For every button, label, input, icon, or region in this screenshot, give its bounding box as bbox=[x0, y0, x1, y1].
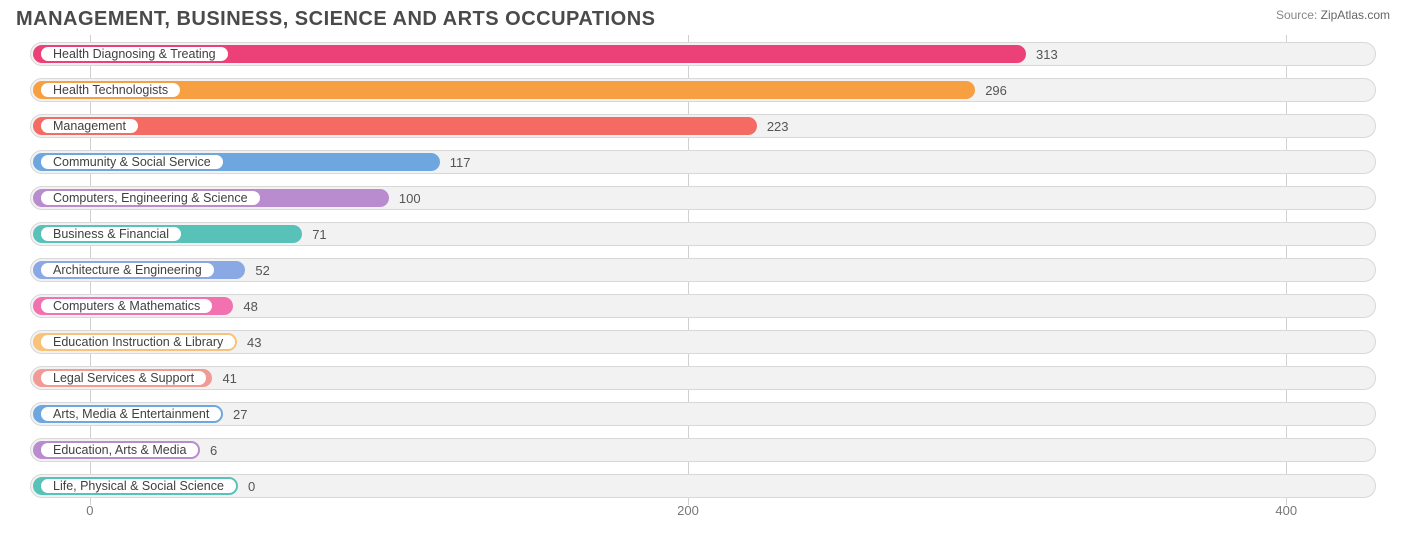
bar-label-pill: Health Technologists bbox=[39, 81, 182, 99]
source-name: ZipAtlas.com bbox=[1321, 8, 1390, 22]
bar-label-pill: Business & Financial bbox=[39, 225, 183, 243]
bar-value: 43 bbox=[247, 327, 261, 357]
bar-value: 41 bbox=[222, 363, 236, 393]
chart-title: MANAGEMENT, BUSINESS, SCIENCE AND ARTS O… bbox=[16, 8, 655, 31]
bar-value: 27 bbox=[233, 399, 247, 429]
bar-value: 0 bbox=[248, 471, 255, 501]
bar-value: 117 bbox=[450, 147, 471, 177]
bar-label-pill: Computers & Mathematics bbox=[39, 297, 214, 315]
bar-row: Life, Physical & Social Science 0 bbox=[30, 471, 1376, 501]
bar-label-pill: Community & Social Service bbox=[39, 153, 225, 171]
bar-value: 100 bbox=[399, 183, 421, 213]
bar bbox=[33, 117, 757, 135]
bar-label-pill: Life, Physical & Social Science bbox=[39, 477, 238, 495]
bar-label-pill: Arts, Media & Entertainment bbox=[39, 405, 223, 423]
bar-value: 48 bbox=[243, 291, 257, 321]
x-tick-label: 0 bbox=[86, 503, 93, 518]
x-tick-label: 200 bbox=[677, 503, 699, 518]
bar-label-pill: Education, Arts & Media bbox=[39, 441, 200, 459]
x-axis: 0 200 400 bbox=[30, 501, 1376, 523]
bar-label-pill: Management bbox=[39, 117, 140, 135]
bar-row: Computers & Mathematics 48 bbox=[30, 291, 1376, 321]
bar-value: 296 bbox=[985, 75, 1007, 105]
bar-row: Community & Social Service 117 bbox=[30, 147, 1376, 177]
bar-value: 313 bbox=[1036, 39, 1058, 69]
bar-value: 52 bbox=[255, 255, 269, 285]
bar-row: Architecture & Engineering 52 bbox=[30, 255, 1376, 285]
bar-row: Management 223 bbox=[30, 111, 1376, 141]
bar-label-pill: Health Diagnosing & Treating bbox=[39, 45, 230, 63]
bar-row: Education Instruction & Library 43 bbox=[30, 327, 1376, 357]
bar-row: Health Diagnosing & Treating 313 bbox=[30, 39, 1376, 69]
bar-row: Legal Services & Support 41 bbox=[30, 363, 1376, 393]
bar-row: Computers, Engineering & Science 100 bbox=[30, 183, 1376, 213]
plot-area: Health Diagnosing & Treating 313 Health Te… bbox=[30, 39, 1376, 501]
bar-row: Arts, Media & Entertainment 27 bbox=[30, 399, 1376, 429]
x-tick-label: 400 bbox=[1275, 503, 1297, 518]
bar-value: 223 bbox=[767, 111, 789, 141]
bar-label-pill: Computers, Engineering & Science bbox=[39, 189, 262, 207]
bar-row: Health Technologists 296 bbox=[30, 75, 1376, 105]
bar-value: 71 bbox=[312, 219, 326, 249]
chart-source: Source: ZipAtlas.com bbox=[1276, 8, 1390, 22]
bar-label-pill: Architecture & Engineering bbox=[39, 261, 216, 279]
bar-label-pill: Education Instruction & Library bbox=[39, 333, 237, 351]
source-label: Source: bbox=[1276, 8, 1317, 22]
bar-label-pill: Legal Services & Support bbox=[39, 369, 208, 387]
bar-track bbox=[30, 438, 1376, 462]
bar-track bbox=[30, 402, 1376, 426]
bar-row: Education, Arts & Media 6 bbox=[30, 435, 1376, 465]
bar-row: Business & Financial 71 bbox=[30, 219, 1376, 249]
chart-header: MANAGEMENT, BUSINESS, SCIENCE AND ARTS O… bbox=[12, 8, 1394, 35]
bar-value: 6 bbox=[210, 435, 217, 465]
occupations-bar-chart: Health Diagnosing & Treating 313 Health Te… bbox=[12, 35, 1394, 523]
